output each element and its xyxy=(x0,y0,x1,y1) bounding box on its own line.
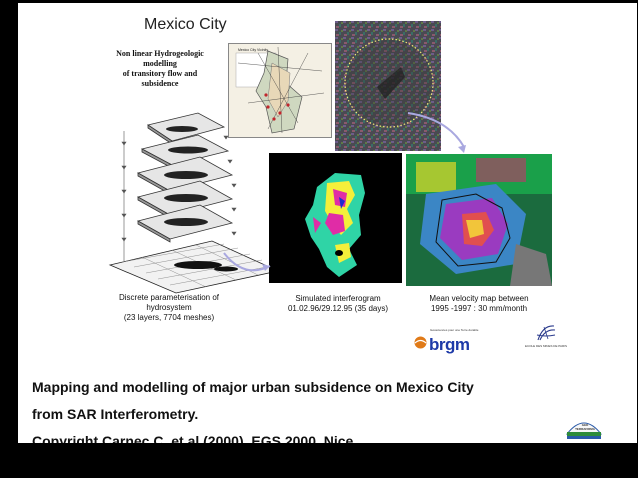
model-title-line: subsidence xyxy=(141,79,179,88)
ged-terrafirma-emblem-icon xyxy=(565,422,603,439)
connector-arrows xyxy=(223,112,466,272)
interferogram-caption: Simulated interferogram 01.02.96/29.12.9… xyxy=(268,294,408,314)
main-text-line-3: Copyright Carnec C. et al (2000), EGS 20… xyxy=(32,433,358,443)
main-text-line-2: from SAR Interferometry. xyxy=(32,406,199,422)
caption-line: hydrosystem xyxy=(146,303,192,312)
brgm-logo: Géosciences pour une Terre durable brgm xyxy=(414,328,484,358)
ged-terrafirma-logo: GED TERRAFIRMA xyxy=(565,414,603,440)
ecole-des-mines-emblem-icon xyxy=(536,325,556,341)
ged-label: GED TERRAFIRMA xyxy=(575,423,595,431)
map-title: Mexico City Vicinity xyxy=(238,48,268,52)
model-title: Non linear Hydrogeologic modelling of tr… xyxy=(108,49,212,89)
sar-interferogram-image xyxy=(335,21,441,151)
slide-heading: Mexico City xyxy=(144,16,227,33)
parameterisation-caption: Discrete parameterisation of hydrosystem… xyxy=(94,293,244,323)
caption-line: Discrete parameterisation of xyxy=(118,293,220,302)
simulated-interferogram-image xyxy=(269,153,402,283)
vicinity-map: Mexico City Vicinity xyxy=(228,43,332,138)
slide: Mexico City Non linear Hydrogeologic mod… xyxy=(18,3,637,443)
caption-line: Simulated interferogram xyxy=(295,294,381,303)
caption-line: (23 layers, 7704 meshes) xyxy=(123,313,215,322)
school-name: ECOLE DES MINES DE PARIS xyxy=(524,344,568,348)
main-text-line-1: Mapping and modelling of major urban sub… xyxy=(32,379,474,395)
caption-line: Mean velocity map between xyxy=(429,294,529,303)
caption-line: 01.02.96/29.12.95 (35 days) xyxy=(287,304,389,313)
model-title-line: Non linear Hydrogeologic xyxy=(116,49,204,58)
brgm-tagline: Géosciences pour une Terre durable xyxy=(430,328,479,332)
model-title-line: modelling xyxy=(143,59,177,68)
ecole-des-mines-logo: ECOLE DES MINES DE PARIS xyxy=(523,323,569,363)
brgm-emblem-icon xyxy=(414,336,427,349)
caption-line: 1995 -1997 : 30 mm/month xyxy=(430,304,528,313)
mean-velocity-map-image xyxy=(406,154,552,286)
model-title-line: of transitory flow and xyxy=(122,69,198,78)
brgm-wordmark: brgm xyxy=(429,335,470,354)
velocity-caption: Mean velocity map between 1995 -1997 : 3… xyxy=(406,294,552,314)
